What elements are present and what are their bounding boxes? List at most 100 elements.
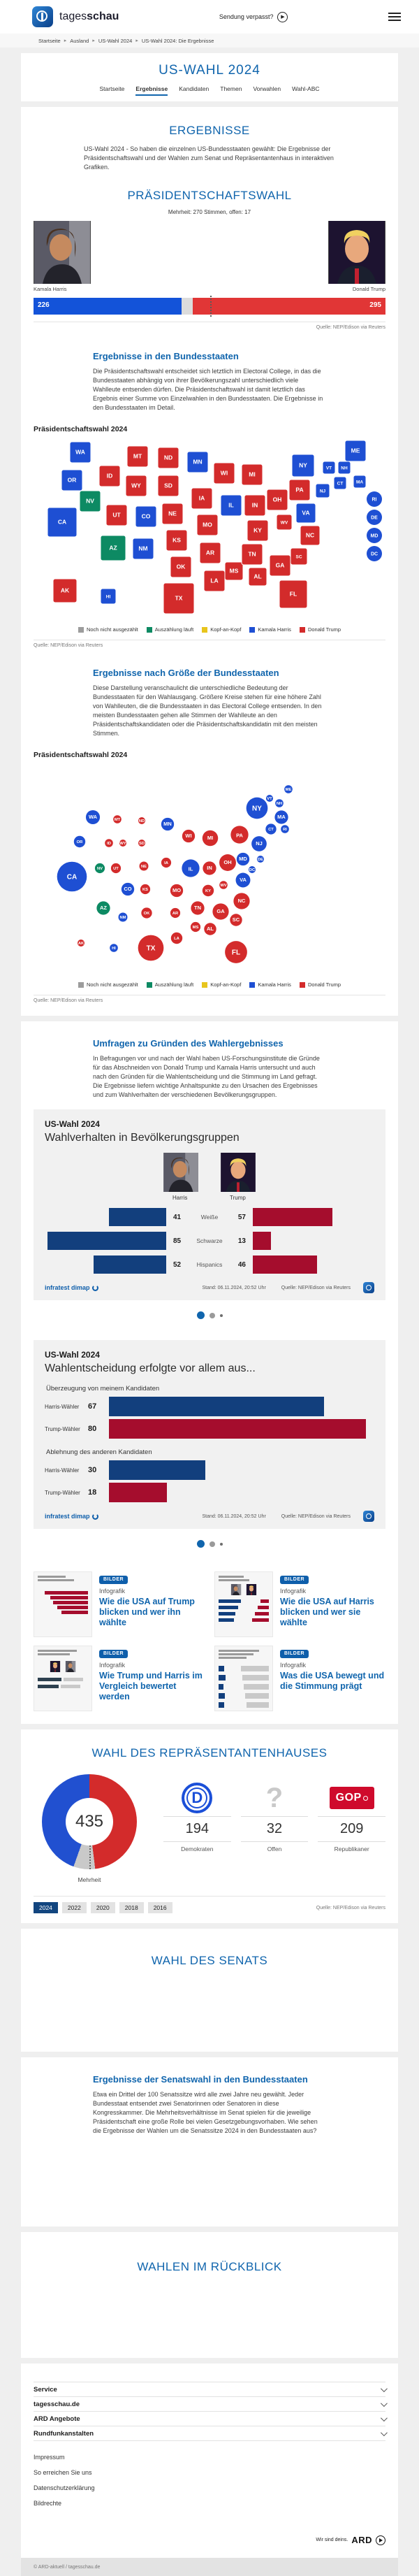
accordion-rundfunkanstalten[interactable]: Rundfunkanstalten xyxy=(34,2426,388,2441)
svg-text:MD: MD xyxy=(371,534,378,539)
svg-text:MO: MO xyxy=(172,887,181,893)
link-datenschutz[interactable]: Datenschutzerklärung xyxy=(34,2484,95,2491)
hub-tabs: Startseite Ergebnisse Kandidaten Themen … xyxy=(34,85,385,101)
link-bildrechte[interactable]: Bildrechte xyxy=(34,2500,62,2507)
svg-text:MI: MI xyxy=(207,835,213,841)
globe-icon xyxy=(36,10,47,22)
results-card: ERGEBNISSE US-Wahl 2024 - So haben die e… xyxy=(21,107,398,1016)
tab-wahl-abc[interactable]: Wahl-ABC xyxy=(292,85,320,92)
teaser-harris-profile[interactable]: BILDER Infografik Wie die USA auf Harris… xyxy=(214,1571,385,1637)
breadcrumb-item[interactable]: Ausland xyxy=(70,37,89,44)
year-button-2016[interactable]: 2016 xyxy=(147,1902,172,1913)
svg-text:OK: OK xyxy=(144,912,151,916)
demographics-row: 52 Hispanics 46 xyxy=(45,1255,374,1274)
brand-wordmark[interactable]: tagesschau xyxy=(59,10,119,22)
link-impressum[interactable]: Impressum xyxy=(34,2454,65,2461)
menu-icon[interactable] xyxy=(388,13,401,21)
year-button-2024[interactable]: 2024 xyxy=(34,1902,58,1913)
year-button-2020[interactable]: 2020 xyxy=(90,1902,115,1913)
teaser-comparison[interactable]: BILDER Infografik Wie Trump und Harris i… xyxy=(34,1646,205,1711)
electoral-bubble-map[interactable]: WA OR CA NV ID MT WY UT CO AZ NM ND SD NE KS OK TX MN IA MO… xyxy=(34,765,385,974)
source-note: Quelle: NEP/Edison via Reuters xyxy=(316,1905,385,1911)
harris-bar-segment[interactable]: 226 xyxy=(34,298,182,315)
stat-democrats: D 194 Demokraten xyxy=(163,1780,231,1852)
carousel-dot-active[interactable] xyxy=(196,1311,205,1319)
legend-swatch-tossup xyxy=(202,626,208,633)
states-section-text: Die Präsidentschaftswahl entscheidet sic… xyxy=(93,368,323,411)
carousel-dot[interactable] xyxy=(209,1541,215,1547)
year-button-2018[interactable]: 2018 xyxy=(119,1902,144,1913)
tab-vorwahlen[interactable]: Vorwahlen xyxy=(253,85,281,92)
decision-group-label: Überzeugung von meinem Kandidaten xyxy=(46,1385,160,1393)
svg-text:KY: KY xyxy=(253,527,262,534)
tagesschau-mini-logo xyxy=(363,1511,374,1522)
legend-swatch-open xyxy=(78,626,84,633)
svg-text:VT: VT xyxy=(267,797,272,801)
breadcrumb-item[interactable]: US-Wahl 2024 xyxy=(98,37,133,44)
infographic-title: Wahlentscheidung erfolgte vor allem aus.… xyxy=(45,1362,256,1374)
open-seats: 32 xyxy=(240,1816,309,1842)
ard-logo-icon xyxy=(376,2535,385,2545)
svg-text:KS: KS xyxy=(172,537,181,544)
chevron-down-icon xyxy=(380,2384,388,2392)
trump-photo xyxy=(328,221,385,284)
svg-text:OR: OR xyxy=(68,477,77,484)
svg-text:AK: AK xyxy=(78,942,84,946)
link-kontakt[interactable]: So erreichen Sie uns xyxy=(34,2469,92,2476)
map-chart-label: Präsidentschaftswahl 2024 xyxy=(34,425,128,433)
svg-text:VA: VA xyxy=(240,877,247,883)
svg-text:CO: CO xyxy=(124,886,131,892)
chevron-down-icon xyxy=(380,2414,388,2422)
teaser-mood[interactable]: BILDER Infografik Was die USA bewegt und… xyxy=(214,1646,385,1711)
teaser-trump-profile[interactable]: BILDER Infografik Wie die USA auf Trump … xyxy=(34,1571,205,1637)
ard-claim: Wir sind deins. xyxy=(316,2538,348,2542)
tab-kandidaten[interactable]: Kandidaten xyxy=(179,85,210,92)
trump-bar-segment[interactable]: 295 xyxy=(192,298,385,315)
results-intro: US-Wahl 2024 - So haben die einzelnen US… xyxy=(84,145,334,171)
page-title: US-WAHL 2024 xyxy=(159,63,260,78)
svg-text:PA: PA xyxy=(295,487,303,494)
stand-timestamp: Stand: 06.11.2024, 20:52 Uhr xyxy=(202,1513,266,1519)
svg-text:NM: NM xyxy=(119,916,126,920)
svg-text:NC: NC xyxy=(238,898,246,904)
infographic-kicker: US-Wahl 2024 xyxy=(45,1350,100,1360)
tab-themen[interactable]: Themen xyxy=(220,85,242,92)
source-note: Quelle: NEP/Edison via Reuters xyxy=(281,1285,351,1290)
tab-startseite[interactable]: Startseite xyxy=(99,85,125,92)
svg-text:OR: OR xyxy=(77,840,84,844)
decision-row: Harris-Wähler 67 xyxy=(45,1397,374,1416)
teaser-title: Was die USA bewegt und die Stimmung präg… xyxy=(280,1671,385,1691)
svg-text:NE: NE xyxy=(141,865,147,869)
trump-label: Trump xyxy=(230,1195,246,1201)
svg-text:DE: DE xyxy=(371,516,378,521)
carousel-dot[interactable] xyxy=(219,1314,223,1317)
carousel-dot-active[interactable] xyxy=(196,1540,205,1548)
accordion-tagesschau-de[interactable]: tagesschau.de xyxy=(34,2397,388,2412)
teaser-title: Wie die USA auf Harris blicken und wer s… xyxy=(280,1597,374,1627)
electoral-state-map[interactable]: WA OR CA NV ID MT WY UT CO AZ NM ND SD NE KS OK TX MN IA MO… xyxy=(34,439,385,619)
svg-text:DE: DE xyxy=(258,858,263,862)
electoral-bar: 226 295 xyxy=(34,296,385,317)
svg-text:HI: HI xyxy=(106,595,111,600)
tab-ergebnisse[interactable]: Ergebnisse xyxy=(135,85,168,96)
breadcrumb: Startseite ▸ Ausland ▸ US-Wahl 2024 ▸ US-Wa… xyxy=(0,34,419,48)
svg-text:TN: TN xyxy=(194,905,201,911)
spinner-icon xyxy=(91,1284,98,1291)
carousel-dot[interactable] xyxy=(209,1312,215,1318)
breadcrumb-item[interactable]: Startseite xyxy=(38,37,61,44)
carousel-dots xyxy=(34,1300,385,1330)
house-donut-chart[interactable]: 435 xyxy=(42,1774,137,1869)
svg-text:CO: CO xyxy=(142,513,151,520)
accordion-service[interactable]: Service xyxy=(34,2382,388,2397)
svg-text:FL: FL xyxy=(290,591,297,598)
accordion-ard-angebote[interactable]: ARD Angebote xyxy=(34,2412,388,2426)
missed-broadcast-link[interactable]: Sendung verpasst? ▶ xyxy=(219,11,288,22)
open-bar-segment[interactable] xyxy=(181,298,193,315)
year-button-2022[interactable]: 2022 xyxy=(61,1902,87,1913)
svg-text:WY: WY xyxy=(119,842,126,846)
tagesschau-logo-icon[interactable] xyxy=(32,6,53,27)
president-heading: PRÄSIDENTSCHAFTSWAHL xyxy=(127,189,292,202)
polls-card: Umfragen zu Gründen des Wahlergebnisses … xyxy=(21,1021,398,1724)
carousel-dot[interactable] xyxy=(219,1542,223,1546)
infographic-teaser-grid: BILDER Infografik Wie die USA auf Trump … xyxy=(34,1571,385,1724)
